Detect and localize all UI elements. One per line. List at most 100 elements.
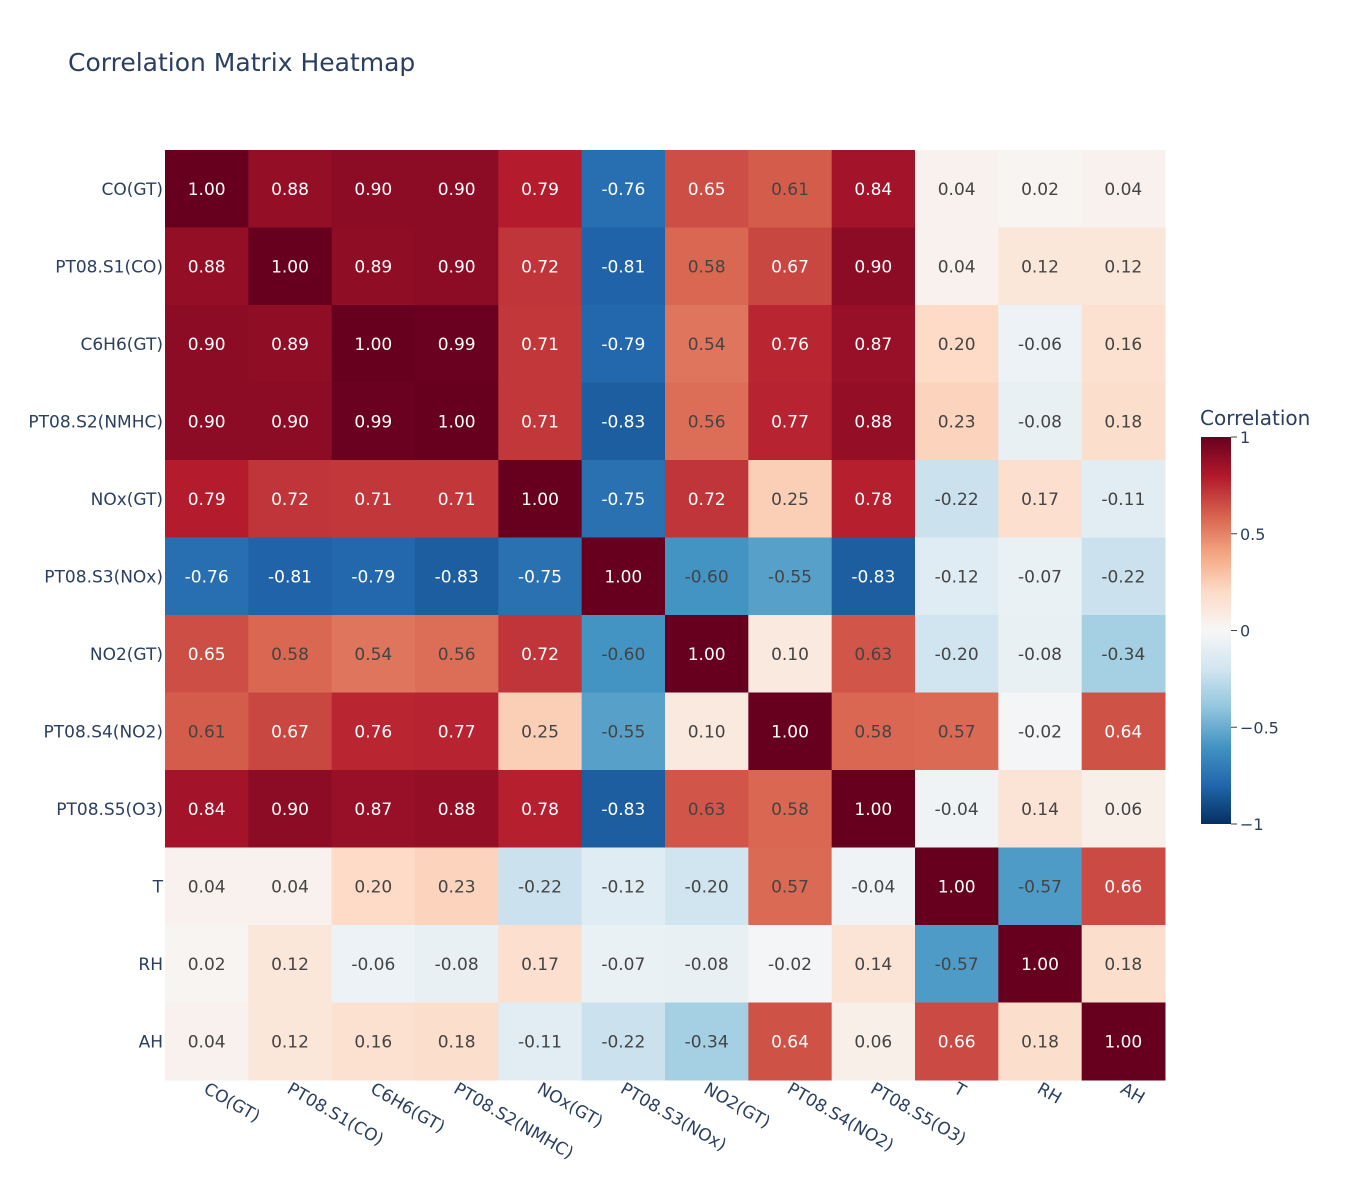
cell-value-label: 0.58 [854,722,892,742]
heatmap-cell [581,615,666,693]
cell-value-label: 1.00 [1021,955,1059,975]
x-axis-ticks: CO(GT) PT08.S1(CO)C6H6(GT) PT08.S2(NMHC)NO… [200,1079,1148,1164]
heatmap-cell [748,537,833,616]
colorbar-tick-label: 1 [1240,428,1250,447]
y-tick-label: C6H6(GT) [80,335,163,355]
cell-value-label: -0.57 [935,955,979,975]
cell-value-label: 0.56 [688,412,726,432]
colorbar-ticks: 1 0.5 0 −0.5 −1 [1231,428,1279,834]
cell-value-label: -0.12 [935,567,979,587]
cell-value-label: 0.58 [771,800,809,820]
x-tick-label: NO2(GT) [700,1079,773,1133]
y-tick-label: PT08.S3(NOx) [44,567,163,587]
cell-value-label: -0.20 [935,645,979,665]
cell-value-label: 0.88 [188,257,226,277]
heatmap-cell [415,460,499,538]
heatmap-cell [415,770,499,848]
cell-value-label: 0.87 [354,800,392,820]
cell-value-label: -0.60 [685,567,729,587]
cell-value-label: 1.00 [854,800,892,820]
cell-value-label: 0.65 [688,180,726,200]
cell-value-label: 0.65 [188,645,226,665]
heatmap-cell [1081,150,1166,228]
heatmap-cell [998,692,1083,771]
heatmap-cell [248,692,333,771]
cell-value-label: 0.66 [1104,877,1142,897]
heatmap-cells: 1.00 0.88 0.90 0.90 0.79 -0.76 0.65 0.61 0.84 0.0… [165,150,1166,1081]
cell-value-label: -0.08 [1018,412,1062,432]
heatmap-cell [748,150,833,228]
heatmap-cell [581,537,666,616]
heatmap-cell [998,537,1083,616]
cell-value-label: 0.71 [521,412,559,432]
heatmap-cell [248,925,333,1003]
y-tick-label: CO(GT) [102,180,163,200]
x-tick-label: RH [1034,1079,1065,1109]
cell-value-label: 0.89 [271,335,309,355]
heatmap-cell [248,305,333,383]
heatmap-cell [831,770,916,848]
cell-value-label: -0.07 [601,955,645,975]
heatmap-cell [581,847,666,926]
heatmap-cell [1081,615,1166,693]
heatmap-cell [498,615,583,693]
cell-value-label: -0.02 [768,955,812,975]
cell-value-label: 1.00 [688,645,726,665]
heatmap-cell [748,460,833,538]
heatmap-cell [165,1002,249,1081]
heatmap-cell [748,1002,833,1081]
cell-value-label: -0.04 [935,800,979,820]
heatmap-cell [415,1002,499,1081]
heatmap-cell [915,305,999,383]
heatmap-cell [498,227,583,306]
cell-value-label: -0.34 [685,1032,729,1052]
heatmap-cell [581,382,666,461]
cell-value-label: -0.34 [1101,645,1145,665]
cell-value-label: 0.76 [354,722,392,742]
heatmap-cell [915,615,999,693]
cell-value-label: 0.77 [771,412,809,432]
cell-value-label: 0.66 [938,1032,976,1052]
cell-value-label: 0.84 [188,800,226,820]
heatmap-cell [665,615,749,693]
heatmap-cell [165,227,249,306]
heatmap-cell [581,692,666,771]
heatmap-cell [748,770,833,848]
cell-value-label: 0.58 [688,257,726,277]
cell-value-label: 0.18 [1021,1032,1059,1052]
heatmap-cell [331,227,416,306]
heatmap-cell [831,537,916,616]
colorbar-tick-label: 0 [1240,622,1250,641]
heatmap-cell [998,305,1083,383]
heatmap-cell [998,925,1083,1003]
heatmap-cell [1081,227,1166,306]
heatmap-cell [331,537,416,616]
cell-value-label: 0.61 [771,180,809,200]
cell-value-label: 0.12 [271,1032,309,1052]
cell-value-label: 0.57 [771,877,809,897]
cell-value-label: 0.04 [271,877,309,897]
cell-value-label: 0.56 [438,645,476,665]
cell-value-label: -0.83 [435,567,479,587]
cell-value-label: -0.02 [1018,722,1062,742]
heatmap-cell [831,382,916,461]
heatmap-cell [1081,692,1166,771]
heatmap-cell [248,382,333,461]
cell-value-label: 0.64 [1104,722,1142,742]
cell-value-label: -0.81 [268,567,312,587]
cell-value-label: 0.72 [271,490,309,510]
cell-value-label: 1.00 [938,877,976,897]
cell-value-label: 0.67 [771,257,809,277]
heatmap-cell [998,847,1083,926]
cell-value-label: -0.08 [685,955,729,975]
heatmap-cell [748,305,833,383]
cell-value-label: 0.25 [771,490,809,510]
colorbar: Correlation 1 0.5 0 −0.5 −1 [1200,406,1310,834]
cell-value-label: 1.00 [521,490,559,510]
cell-value-label: 0.04 [938,180,976,200]
heatmap-cell [665,460,749,538]
heatmap-cell [915,227,999,306]
heatmap-cell [415,615,499,693]
y-tick-label: NOx(GT) [91,490,163,510]
